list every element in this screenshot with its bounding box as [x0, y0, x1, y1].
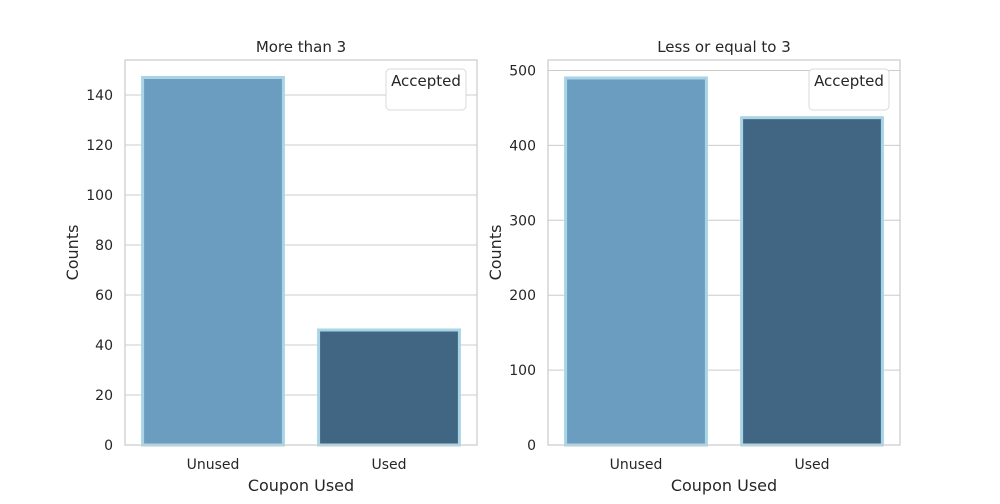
chart-title: Less or equal to 3	[657, 38, 791, 56]
y-tick-label: 60	[95, 288, 113, 304]
x-axis-label: Coupon Used	[248, 476, 354, 495]
bar-unused	[141, 76, 285, 447]
y-tick-label: 20	[95, 388, 113, 404]
bar-used	[317, 328, 461, 447]
y-tick-label: 100	[86, 188, 113, 204]
y-tick-label: 300	[509, 213, 536, 229]
y-tick-label: 140	[86, 88, 113, 104]
y-tick-label: 200	[509, 288, 536, 304]
y-axis-label: Counts	[486, 225, 505, 281]
axes-frame	[547, 59, 901, 446]
y-tick-label: 400	[509, 138, 536, 154]
y-tick-label: 0	[104, 438, 113, 454]
legend-title: Accepted	[391, 72, 461, 90]
x-tick-label: Unused	[187, 457, 240, 473]
legend-box	[385, 68, 467, 111]
x-tick-label: Used	[371, 457, 406, 473]
x-axis-label: Coupon Used	[671, 476, 777, 495]
bar-used	[740, 116, 884, 447]
y-tick-label: 100	[509, 363, 536, 379]
chart-title: More than 3	[256, 38, 346, 56]
x-tick-label: Used	[794, 457, 829, 473]
y-tick-label: 500	[509, 63, 536, 79]
y-axis-label: Counts	[63, 225, 82, 281]
legend-box	[808, 68, 890, 111]
y-tick-label: 40	[95, 338, 113, 354]
y-tick-label: 0	[527, 438, 536, 454]
y-tick-label: 120	[86, 138, 113, 154]
bar-unused	[564, 76, 708, 447]
legend-title: Accepted	[814, 72, 884, 90]
y-tick-label: 80	[95, 238, 113, 254]
axes-frame	[124, 59, 478, 446]
x-tick-label: Unused	[610, 457, 663, 473]
